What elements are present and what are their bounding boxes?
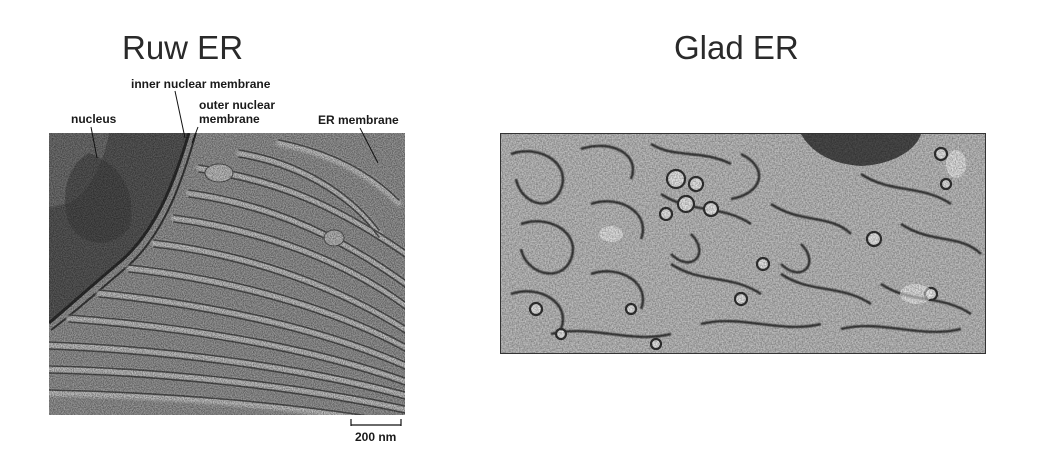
smooth-er-title: Glad ER: [674, 29, 799, 66]
outer-nuclear-membrane-label-line2: membrane: [199, 112, 260, 126]
smooth-er-image: [501, 134, 985, 353]
outer-nuclear-membrane-label-line1: outer nuclear: [199, 98, 276, 112]
rough-er-image: [49, 133, 405, 415]
nucleus-label: nucleus: [71, 112, 117, 126]
er-membrane-label: ER membrane: [318, 113, 399, 127]
rough-er-title: Ruw ER: [122, 29, 244, 66]
inner-nuclear-membrane-label: inner nuclear membrane: [131, 77, 271, 91]
smooth-er-micrograph: [500, 133, 986, 354]
scale-bar-label: 200 nm: [355, 430, 397, 444]
scale-bar: [350, 419, 402, 426]
rough-er-micrograph: [49, 133, 405, 415]
inner-membrane-pointer: [174, 90, 186, 139]
